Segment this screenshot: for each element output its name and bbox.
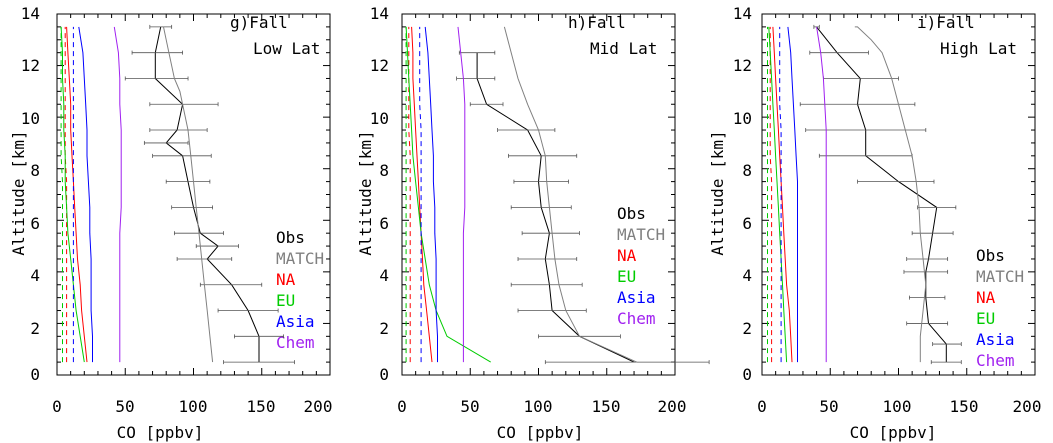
y-tick-label: 2: [379, 319, 389, 338]
y-tick-label: 14: [733, 4, 752, 23]
legend-match: MATCH: [976, 267, 1024, 286]
panel-title-line1: g)Fall: [230, 13, 288, 32]
panel-title-line2: Mid Lat: [590, 39, 657, 58]
asia-dashed-line: [419, 26, 422, 363]
y-tick-label: 6: [379, 214, 389, 233]
y-tick-label: 10: [21, 109, 40, 128]
y-tick-label: 0: [30, 365, 40, 384]
legend-asia: Asia: [276, 312, 315, 331]
panel-title-line2: Low Lat: [253, 39, 320, 58]
y-tick-label: 8: [379, 161, 389, 180]
match-line: [163, 26, 214, 363]
panel-title-line1: h)Fall: [568, 13, 626, 32]
panel-h: h)Fall Mid Lat CO [ppbv] Altitude [km] 1…: [356, 4, 686, 442]
x-tick-label: 150: [247, 397, 276, 416]
x-axis-label: CO [ppbv]: [497, 423, 584, 442]
legend-obs: Obs: [276, 228, 305, 247]
asia-line: [424, 26, 438, 363]
legend-na: NA: [617, 246, 637, 265]
chem-line: [457, 26, 466, 363]
x-tick-label: 150: [950, 397, 979, 416]
x-axis-label: CO [ppbv]: [850, 423, 937, 442]
legend-chem: Chem: [276, 333, 315, 352]
y-tick-label: 6: [742, 214, 752, 233]
y-tick-label: 8: [742, 161, 752, 180]
legend-chem: Chem: [976, 351, 1015, 370]
legend-chem: Chem: [617, 309, 656, 328]
panel-g: g)Fall Low Lat CO [ppbv] Altitude [km] 1…: [9, 4, 332, 442]
y-tick-label: 8: [30, 161, 40, 180]
legend-obs: Obs: [976, 246, 1005, 265]
na-line: [411, 26, 433, 363]
asia-line: [787, 26, 798, 363]
legend-na: NA: [976, 288, 996, 307]
y-tick-label: 2: [30, 319, 40, 338]
asia-dashed-line: [779, 26, 782, 363]
legend-obs: Obs: [617, 204, 646, 223]
x-tick-label: 200: [304, 397, 333, 416]
y-tick-label: 12: [733, 56, 752, 75]
legend-asia: Asia: [617, 288, 656, 307]
na-dashed-line: [769, 26, 773, 363]
x-tick-label: 200: [658, 397, 687, 416]
na-dashed-line: [64, 26, 68, 363]
x-tick-label: 50: [819, 397, 838, 416]
obs-line: [816, 26, 947, 363]
match-line: [503, 26, 638, 363]
legend-match: MATCH: [617, 225, 665, 244]
eu-line: [768, 26, 788, 363]
y-tick-label: 0: [742, 365, 752, 384]
match-line: [854, 26, 927, 363]
y-tick-label: 10: [370, 109, 389, 128]
eu-dashed-line: [60, 26, 63, 363]
x-tick-label: 100: [883, 397, 912, 416]
x-tick-label: 0: [757, 397, 767, 416]
x-tick-label: 50: [460, 397, 479, 416]
legend-eu: EU: [276, 291, 295, 310]
x-tick-label: 200: [1013, 397, 1042, 416]
y-tick-label: 14: [370, 4, 389, 23]
chem-line: [113, 26, 122, 363]
y-tick-label: 4: [742, 266, 752, 285]
chem-line: [816, 26, 827, 363]
x-axis-label: CO [ppbv]: [117, 423, 204, 442]
na-line: [66, 26, 88, 363]
y-tick-label: 10: [733, 109, 752, 128]
x-tick-label: 100: [524, 397, 553, 416]
y-axis-label: Altitude [km]: [356, 130, 375, 255]
panel-i: i)Fall High Lat CO [ppbv] Altitude [km] …: [708, 4, 1041, 442]
x-tick-label: 0: [52, 397, 62, 416]
y-tick-label: 12: [21, 56, 40, 75]
y-axis-label: Altitude [km]: [9, 130, 28, 255]
y-tick-label: 0: [379, 365, 389, 384]
legend-eu: EU: [976, 309, 995, 328]
y-tick-label: 4: [30, 266, 40, 285]
y-tick-label: 4: [379, 266, 389, 285]
eu-line: [60, 26, 85, 363]
na-line: [772, 26, 793, 363]
y-tick-label: 6: [30, 214, 40, 233]
legend-match: MATCH: [276, 249, 324, 268]
eu-line: [405, 26, 491, 363]
legend-eu: EU: [617, 267, 636, 286]
legend-asia: Asia: [976, 330, 1015, 349]
x-tick-label: 0: [397, 397, 407, 416]
x-tick-label: 50: [115, 397, 134, 416]
obs-line: [154, 26, 260, 363]
x-tick-label: 100: [179, 397, 208, 416]
y-axis-label: Altitude [km]: [708, 130, 727, 255]
asia-line: [78, 26, 93, 363]
panel-title-line2: High Lat: [940, 39, 1017, 58]
panel-title-line1: i)Fall: [917, 13, 975, 32]
x-tick-label: 150: [592, 397, 621, 416]
legend-na: NA: [276, 270, 296, 289]
y-tick-label: 12: [370, 56, 389, 75]
y-tick-label: 14: [21, 4, 40, 23]
y-tick-label: 2: [742, 319, 752, 338]
